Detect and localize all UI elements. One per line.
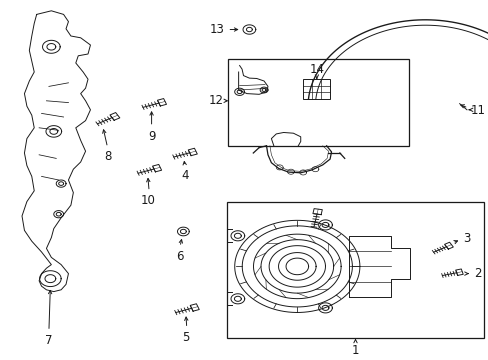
Text: 4: 4: [181, 169, 188, 182]
Text: 1: 1: [351, 344, 359, 357]
Text: 12: 12: [208, 94, 223, 107]
Text: 8: 8: [103, 150, 111, 163]
Text: 7: 7: [45, 334, 53, 347]
Text: 11: 11: [469, 104, 485, 117]
Bar: [228, 59, 408, 146]
Bar: [303, 79, 329, 99]
Bar: [227, 202, 483, 338]
Text: 14: 14: [309, 63, 324, 76]
Text: 13: 13: [210, 23, 224, 36]
Text: 3: 3: [462, 232, 469, 245]
Text: 9: 9: [147, 130, 155, 143]
Text: 6: 6: [176, 250, 183, 263]
Text: 10: 10: [140, 194, 155, 207]
Text: 5: 5: [182, 331, 189, 344]
Text: 2: 2: [473, 267, 480, 280]
